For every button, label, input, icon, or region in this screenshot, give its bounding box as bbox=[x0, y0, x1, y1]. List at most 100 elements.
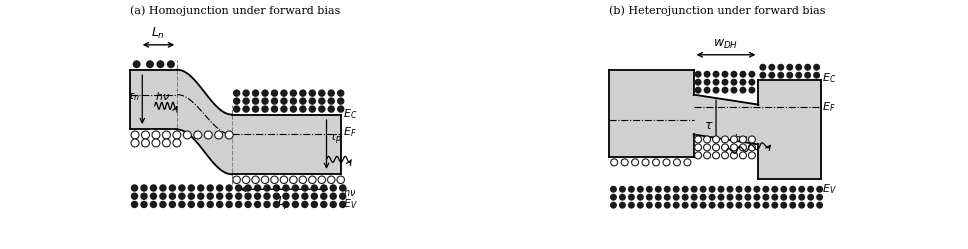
Circle shape bbox=[197, 184, 204, 192]
Circle shape bbox=[721, 71, 729, 78]
Text: $E_F$: $E_F$ bbox=[343, 125, 356, 139]
Circle shape bbox=[337, 176, 345, 184]
Circle shape bbox=[740, 152, 746, 159]
Circle shape bbox=[637, 202, 644, 209]
Circle shape bbox=[166, 60, 175, 68]
Circle shape bbox=[131, 139, 139, 147]
Circle shape bbox=[731, 152, 738, 159]
Circle shape bbox=[807, 194, 814, 201]
Circle shape bbox=[263, 201, 271, 208]
Circle shape bbox=[637, 186, 644, 193]
Circle shape bbox=[131, 184, 138, 192]
Circle shape bbox=[700, 194, 707, 201]
Circle shape bbox=[777, 64, 784, 71]
Circle shape bbox=[748, 144, 755, 151]
Circle shape bbox=[131, 131, 139, 139]
Circle shape bbox=[261, 97, 269, 105]
Circle shape bbox=[611, 159, 618, 166]
Circle shape bbox=[197, 192, 204, 200]
Circle shape bbox=[748, 71, 755, 78]
Circle shape bbox=[280, 105, 287, 113]
Circle shape bbox=[311, 192, 318, 200]
Circle shape bbox=[681, 186, 688, 193]
Circle shape bbox=[664, 202, 671, 209]
Circle shape bbox=[673, 194, 680, 201]
Circle shape bbox=[271, 176, 278, 184]
Circle shape bbox=[327, 176, 335, 184]
Circle shape bbox=[740, 79, 746, 86]
Circle shape bbox=[273, 184, 280, 192]
Circle shape bbox=[242, 176, 250, 184]
Circle shape bbox=[695, 79, 702, 86]
Circle shape bbox=[721, 152, 729, 159]
Text: $E_V$: $E_V$ bbox=[822, 182, 836, 196]
Circle shape bbox=[712, 144, 719, 151]
Circle shape bbox=[152, 131, 160, 139]
Circle shape bbox=[748, 136, 755, 143]
Text: $E_V$: $E_V$ bbox=[343, 197, 357, 211]
Circle shape bbox=[280, 97, 287, 105]
Circle shape bbox=[233, 97, 240, 105]
Text: $h\nu$: $h\nu$ bbox=[155, 90, 169, 102]
Circle shape bbox=[780, 194, 787, 201]
Circle shape bbox=[712, 87, 719, 94]
Circle shape bbox=[717, 202, 724, 209]
Circle shape bbox=[717, 194, 724, 201]
Polygon shape bbox=[694, 95, 758, 144]
Circle shape bbox=[816, 186, 823, 193]
Circle shape bbox=[226, 201, 233, 208]
Circle shape bbox=[769, 72, 775, 79]
Circle shape bbox=[226, 131, 233, 139]
Circle shape bbox=[731, 87, 738, 94]
Circle shape bbox=[731, 79, 738, 86]
Circle shape bbox=[254, 192, 261, 200]
Circle shape bbox=[216, 192, 224, 200]
Circle shape bbox=[299, 89, 307, 97]
Circle shape bbox=[740, 136, 746, 143]
Circle shape bbox=[721, 79, 729, 86]
Text: $\tau_p$: $\tau_p$ bbox=[329, 132, 343, 147]
Circle shape bbox=[753, 194, 760, 201]
Circle shape bbox=[796, 64, 802, 71]
Circle shape bbox=[748, 79, 755, 86]
Circle shape bbox=[731, 144, 738, 151]
Circle shape bbox=[289, 105, 297, 113]
Circle shape bbox=[242, 97, 250, 105]
Circle shape bbox=[327, 89, 335, 97]
Circle shape bbox=[318, 105, 325, 113]
Circle shape bbox=[771, 186, 778, 193]
Circle shape bbox=[206, 201, 214, 208]
Circle shape bbox=[235, 184, 242, 192]
Circle shape bbox=[763, 186, 770, 193]
Circle shape bbox=[799, 186, 805, 193]
Circle shape bbox=[740, 144, 746, 151]
Circle shape bbox=[244, 201, 252, 208]
Circle shape bbox=[309, 97, 317, 105]
Circle shape bbox=[254, 184, 261, 192]
Circle shape bbox=[244, 192, 252, 200]
Circle shape bbox=[178, 184, 186, 192]
Circle shape bbox=[197, 201, 204, 208]
Circle shape bbox=[628, 194, 635, 201]
Circle shape bbox=[206, 192, 214, 200]
Circle shape bbox=[744, 194, 751, 201]
Circle shape bbox=[252, 105, 259, 113]
Circle shape bbox=[150, 184, 157, 192]
Circle shape bbox=[807, 186, 814, 193]
Text: $h\nu$: $h\nu$ bbox=[734, 132, 748, 144]
Circle shape bbox=[771, 202, 778, 209]
Circle shape bbox=[159, 184, 166, 192]
Circle shape bbox=[289, 89, 297, 97]
Circle shape bbox=[339, 192, 347, 200]
Circle shape bbox=[690, 202, 698, 209]
Circle shape bbox=[318, 89, 325, 97]
Circle shape bbox=[318, 176, 325, 184]
Circle shape bbox=[215, 131, 223, 139]
Circle shape bbox=[233, 89, 240, 97]
Circle shape bbox=[763, 194, 770, 201]
Circle shape bbox=[320, 184, 327, 192]
Circle shape bbox=[717, 186, 724, 193]
Text: $w_{DH}$: $w_{DH}$ bbox=[713, 38, 739, 51]
Circle shape bbox=[252, 89, 259, 97]
Text: $L_p$: $L_p$ bbox=[277, 194, 291, 211]
